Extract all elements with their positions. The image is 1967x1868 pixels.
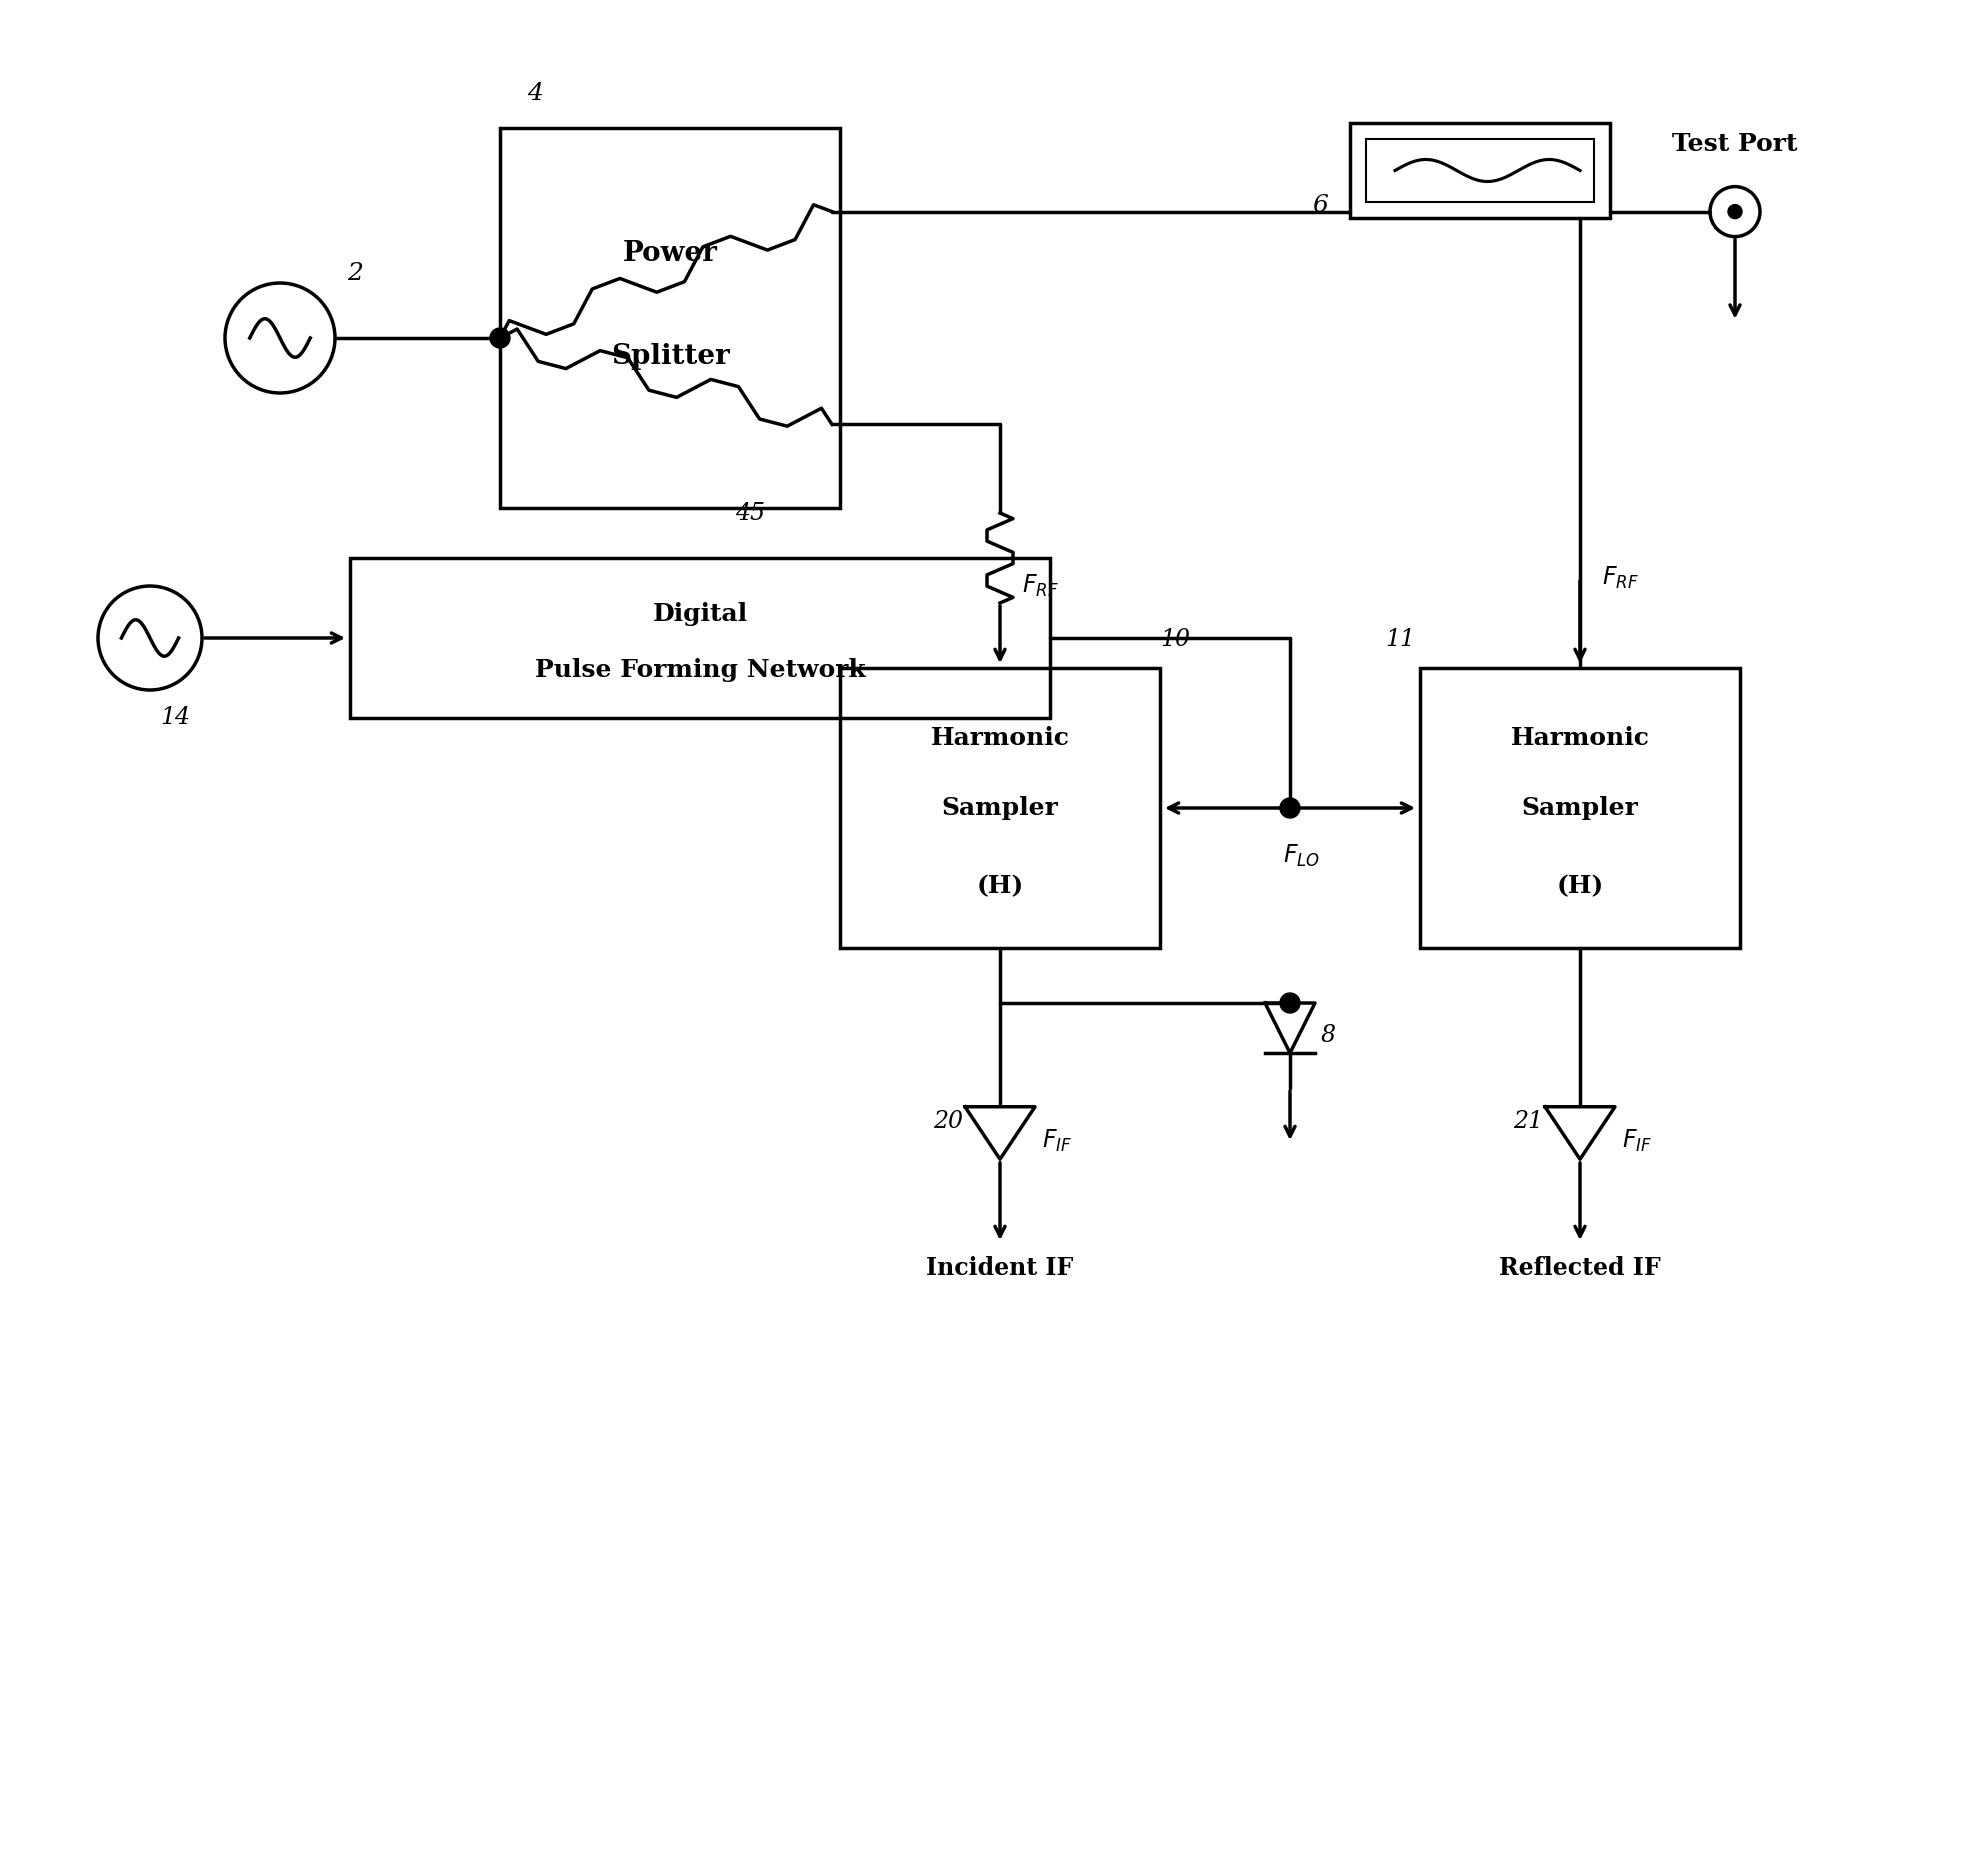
Text: $F_{RF}$: $F_{RF}$ — [1601, 564, 1639, 590]
Bar — [1349, 123, 1611, 219]
Text: $F_{LO}$: $F_{LO}$ — [1282, 842, 1320, 869]
Text: $F_{IF}$: $F_{IF}$ — [1623, 1128, 1652, 1154]
Text: Test Port: Test Port — [1672, 131, 1798, 155]
Text: Digital: Digital — [653, 601, 747, 626]
Bar — [840, 669, 1161, 947]
Circle shape — [1727, 205, 1743, 219]
Text: Splitter: Splitter — [610, 342, 730, 370]
Text: 14: 14 — [159, 706, 191, 730]
Text: 6: 6 — [1312, 194, 1328, 217]
Text: 45: 45 — [736, 501, 765, 525]
Text: Sampler: Sampler — [1522, 796, 1639, 820]
Text: 8: 8 — [1320, 1024, 1336, 1046]
Text: (H): (H) — [976, 874, 1023, 899]
Bar — [1365, 138, 1593, 202]
Text: 10: 10 — [1161, 628, 1190, 652]
Text: $F_{IF}$: $F_{IF}$ — [1043, 1128, 1072, 1154]
Text: Pulse Forming Network: Pulse Forming Network — [535, 658, 865, 682]
Text: Harmonic: Harmonic — [1511, 727, 1650, 749]
Text: Sampler: Sampler — [942, 796, 1058, 820]
Text: 11: 11 — [1385, 628, 1414, 652]
Bar — [350, 559, 1050, 717]
Text: (H): (H) — [1556, 874, 1603, 899]
Text: Harmonic: Harmonic — [930, 727, 1070, 749]
Text: 2: 2 — [346, 262, 364, 284]
Bar — [1420, 669, 1741, 947]
Text: $F_{RF}$: $F_{RF}$ — [1023, 573, 1058, 600]
Bar — [500, 129, 840, 508]
Text: Power: Power — [624, 239, 718, 267]
Circle shape — [1281, 798, 1300, 818]
Text: Reflected IF: Reflected IF — [1499, 1255, 1660, 1280]
Text: 20: 20 — [932, 1110, 964, 1132]
Circle shape — [490, 329, 509, 347]
Circle shape — [1281, 994, 1300, 1012]
Text: Incident IF: Incident IF — [926, 1255, 1074, 1280]
Text: 4: 4 — [527, 82, 543, 105]
Text: 21: 21 — [1513, 1110, 1542, 1132]
